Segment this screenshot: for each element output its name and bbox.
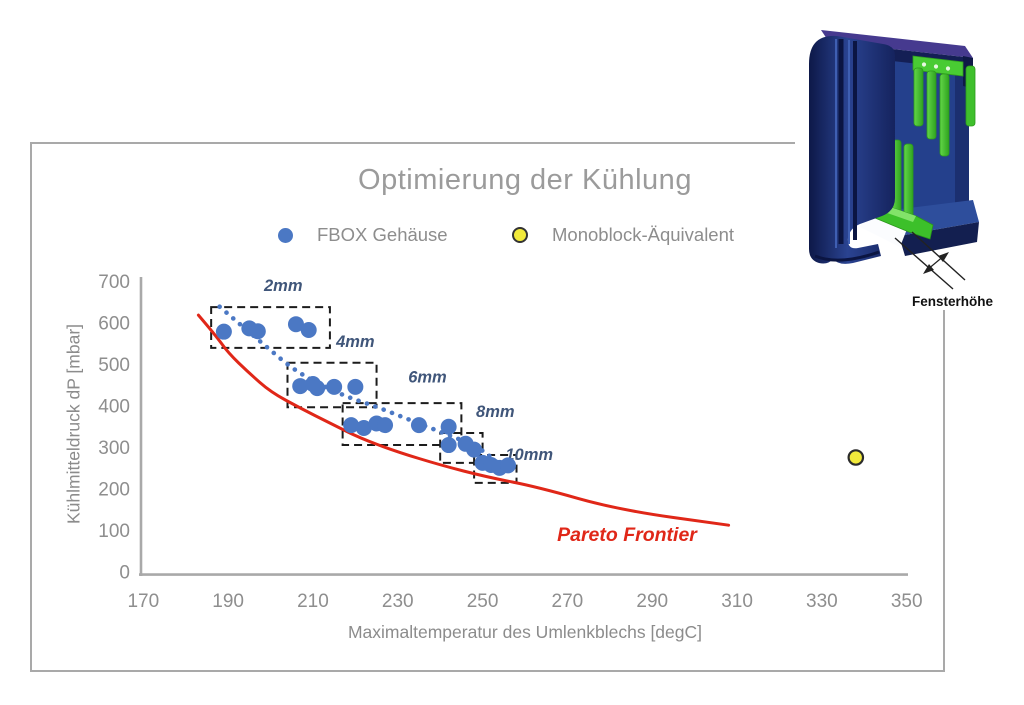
chart-title: Optimierung der Kühlung <box>358 164 692 196</box>
y-tick-label: 500 <box>98 355 130 376</box>
group-box-2mm <box>210 306 331 349</box>
fbox-data-point <box>440 418 457 435</box>
fbox-data-point <box>309 380 326 397</box>
dimension-callout <box>894 231 966 290</box>
fbox-data-point <box>215 323 232 340</box>
group-label-8mm: 8mm <box>476 403 515 421</box>
fbox-data-point <box>355 420 372 437</box>
group-label-6mm: 6mm <box>408 369 447 387</box>
cad-caption: Fensterhöhe <box>911 294 993 309</box>
group-box-8mm <box>439 431 484 464</box>
group-box-6mm <box>341 402 463 447</box>
fbox-data-point <box>300 322 317 339</box>
fbox-data-point <box>326 378 343 395</box>
trend-line <box>217 304 502 467</box>
fbox-data-point <box>249 323 266 340</box>
chart-frame <box>30 142 945 672</box>
y-tick-label: 200 <box>98 480 130 501</box>
x-tick-label: 210 <box>297 591 329 612</box>
monoblock-data-point <box>847 449 865 466</box>
upper-cooling-fins <box>912 55 976 157</box>
x-tick-label: 290 <box>636 591 668 612</box>
legend-item-monoblock: Monoblock-Äquivalent <box>512 224 734 246</box>
fbox-data-point <box>500 457 517 474</box>
pareto-frontier-curve <box>196 313 731 527</box>
fbox-data-point <box>343 417 360 434</box>
y-tick-label: 600 <box>98 314 130 335</box>
x-tick-label: 270 <box>552 591 584 612</box>
housing-3d-illustration <box>809 30 979 290</box>
fbox-data-point <box>287 316 304 333</box>
fbox-data-point <box>410 417 427 434</box>
group-box-10mm <box>473 454 518 484</box>
y-axis-title: Kühlmitteldruck dP [mbar] <box>63 323 84 525</box>
x-tick-label: 350 <box>891 591 923 612</box>
pareto-frontier-label: Pareto Frontier <box>557 524 697 546</box>
cad-figure: Fensterhöhe <box>795 8 1024 310</box>
y-tick-label: 300 <box>98 438 130 459</box>
y-tick-label: 100 <box>98 521 130 542</box>
fbox-data-point <box>377 417 394 434</box>
y-tick-label: 700 <box>98 272 130 293</box>
legend-label-monoblock: Monoblock-Äquivalent <box>552 224 735 245</box>
x-tick-label: 310 <box>721 591 753 612</box>
x-tick-label: 330 <box>806 591 838 612</box>
fbox-data-point <box>466 441 483 458</box>
x-tick-label: 190 <box>212 591 244 612</box>
group-label-2mm: 2mm <box>263 277 303 295</box>
group-label-4mm: 4mm <box>335 333 375 351</box>
x-tick-label: 230 <box>382 591 414 612</box>
x-tick-label: 250 <box>467 591 499 612</box>
fbox-data-point <box>292 378 309 395</box>
fbox-data-point <box>440 437 457 454</box>
fbox-marker-icon <box>278 227 293 243</box>
legend-item-fbox: FBOX Gehäuse <box>278 224 448 246</box>
y-tick-label: 400 <box>98 397 130 418</box>
housing-side-wall <box>809 35 895 264</box>
group-label-10mm: 10mm <box>505 446 553 464</box>
x-axis-title: Maximaltemperatur des Umlenkblechs [degC… <box>347 622 703 642</box>
legend-label-fbox: FBOX Gehäuse <box>317 224 448 245</box>
x-tick-label: 170 <box>127 591 159 612</box>
fbox-data-point <box>347 378 364 395</box>
y-tick-label: 0 <box>119 563 130 584</box>
group-box-4mm <box>286 361 378 409</box>
monoblock-marker-icon <box>512 227 528 243</box>
